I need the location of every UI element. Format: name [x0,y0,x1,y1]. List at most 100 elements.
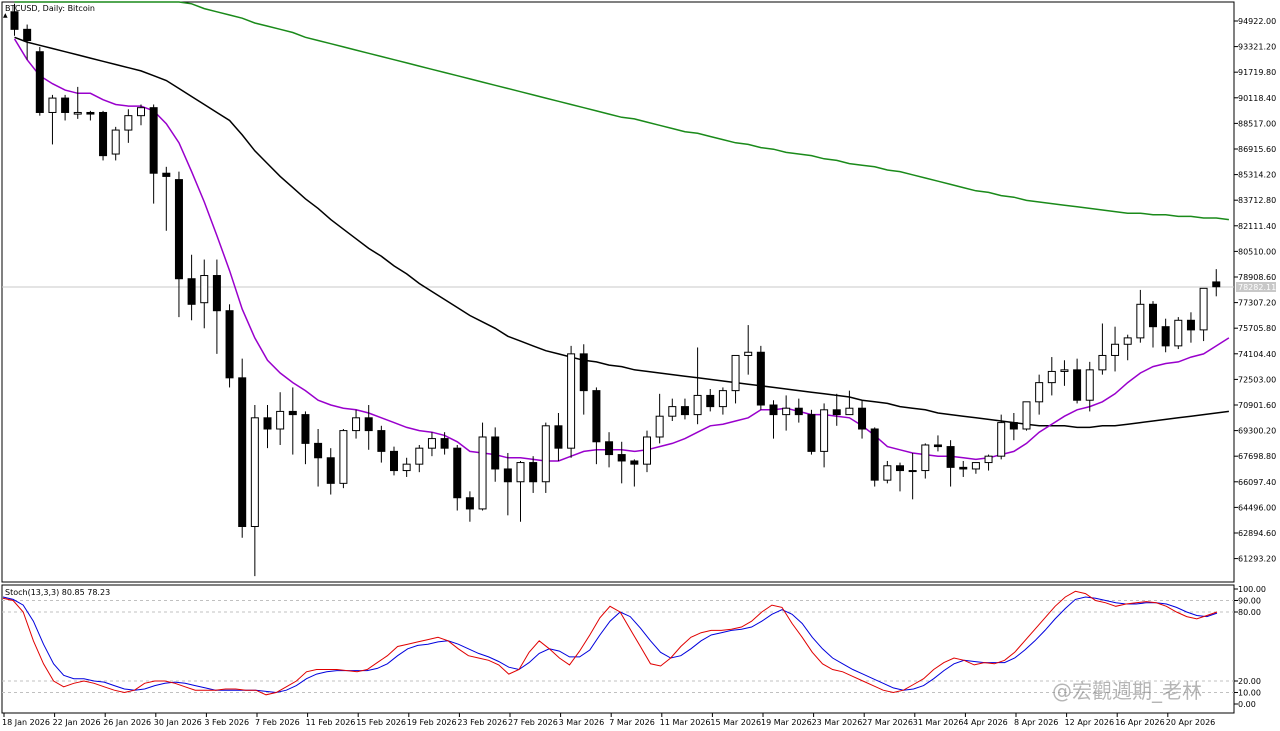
ma-slow-line [14,1,1229,221]
candle [1047,357,1056,396]
price-tick-label: 94922.00 [1238,17,1276,26]
price-tick-label: 61293.20 [1238,555,1276,564]
candle [845,390,854,416]
candle-body-up [1047,370,1056,384]
candle-body-down [61,97,70,113]
candle-body-down [1009,422,1018,430]
candle [756,345,765,410]
time-tick-label: 7 Mar 2026 [609,718,655,727]
candle-body-up [1136,303,1145,339]
candle [680,398,689,420]
candle [314,428,323,487]
candle [301,411,310,465]
price-tick-label: 80510.00 [1238,247,1276,256]
candle [390,446,398,476]
time-tick-label: 19 Feb 2026 [407,718,457,727]
candle [605,432,614,468]
price-tick-label: 75705.80 [1238,324,1276,333]
candle [984,454,993,471]
candle [1073,358,1082,404]
price-tick-label: 67698.80 [1238,452,1276,461]
time-tick-label: 11 Mar 2026 [660,718,711,727]
stoch-tick-label: 0.00 [1238,700,1256,709]
time-tick-label: 3 Mar 2026 [559,718,605,727]
candle [1161,318,1170,353]
candle-body-up [921,444,930,472]
candle [503,452,512,516]
candle [149,104,158,204]
chart-title-marker: ▲ [3,12,8,19]
candle-body-up [1199,287,1208,331]
candle-body-up [908,470,917,473]
candle [554,413,563,461]
candle-body-up [427,438,436,449]
price-tick-label: 78908.60 [1238,273,1276,282]
time-tick-label: 8 Apr 2026 [1014,718,1058,727]
candle-body-up [402,463,411,472]
time-tick-label: 11 Feb 2026 [306,718,356,727]
ma-slow-path [14,1,1229,221]
candle [643,430,651,473]
candle-body-down [630,460,639,465]
candle [1111,326,1120,372]
candle-body-down [491,436,500,470]
candle [238,358,247,538]
candle-body-up [276,410,285,430]
candle-body-up [820,409,829,452]
stoch-title: Stoch(13,3,3) 80.85 78.23 [5,588,110,597]
candle-body-up [415,447,424,465]
candle [48,94,57,145]
candle [465,491,474,522]
candle-body-down [858,407,867,430]
candle [1009,413,1018,441]
stoch-main-line [2,590,1218,696]
candle-body-up [137,107,145,117]
candle-body-down [149,107,158,174]
candle-body-down [440,438,449,449]
candle [212,259,221,354]
time-tick-label: 22 Jan 2026 [53,718,101,727]
candle-body-up [655,415,664,438]
candle [567,345,576,458]
candle [896,462,904,492]
candle-body-down [288,410,297,416]
candle-body-down [377,430,386,452]
candle-body-up [48,97,57,113]
stoch-lines [2,590,1218,696]
time-tick-label: 7 Feb 2026 [255,718,300,727]
candle-body-up [200,275,209,304]
candle [971,462,980,474]
candle-body-up [1085,369,1094,401]
candle [693,347,702,425]
candle-body-down [453,447,462,499]
time-tick-label: 18 Jan 2026 [2,718,50,727]
candle [35,46,44,116]
candle [124,109,133,143]
candle [529,456,538,493]
candle-body-up [971,462,980,470]
candle-body-up [643,436,651,465]
candle [440,432,449,455]
candle [832,393,841,426]
candle-body-up [731,354,740,392]
candle-body-down [680,406,689,416]
candle [1199,287,1208,342]
candle [99,110,108,161]
candle [10,3,19,36]
candle-body-down [605,441,614,456]
candle-body-down [1161,326,1170,347]
candle [1123,334,1132,361]
candle-body-down [390,450,398,472]
candle-body-up [744,351,753,356]
price-panel [1,1,1235,583]
current-price-tag [1236,282,1276,292]
candle [997,414,1006,460]
stoch-tick-label: 100.00 [1238,585,1266,594]
price-tick-label: 82111.40 [1238,222,1276,231]
time-axis: 18 Jan 2026 22 Jan 2026 26 Jan 2026 30 Jan … [2,713,1215,727]
time-tick-label: 19 Mar 2026 [761,718,812,727]
candle-body-down [86,111,95,115]
candle-body-up [1035,382,1044,403]
time-tick-label: 30 Jan 2026 [154,718,202,727]
candle [908,452,917,500]
